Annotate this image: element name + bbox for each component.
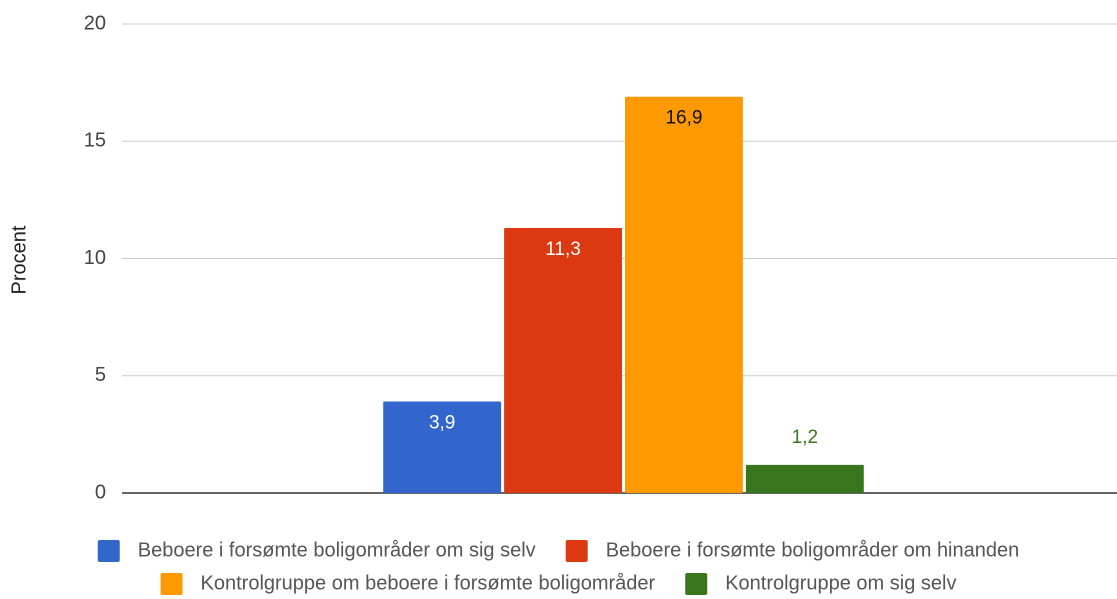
data-label: 3,9 — [429, 413, 455, 434]
data-label: 1,2 — [792, 427, 818, 448]
y-tick-label: 10 — [84, 247, 106, 269]
legend-label: Kontrolgruppe om beboere i forsømte boli… — [201, 572, 656, 594]
legend-swatch — [160, 573, 183, 595]
y-tick-label: 5 — [95, 364, 106, 386]
bar — [504, 228, 622, 493]
y-tick-label: 20 — [84, 12, 106, 34]
data-label: 11,3 — [545, 239, 581, 260]
y-tick-label: 15 — [84, 130, 106, 152]
bar — [625, 96, 743, 493]
legend-label: Kontrolgruppe om sig selv — [725, 572, 956, 594]
bar — [383, 401, 502, 493]
y-axis-label: Procent — [8, 225, 30, 294]
legend-label: Beboere i forsømte boligområder om hinan… — [606, 539, 1020, 561]
legend-swatch — [97, 540, 120, 562]
bar — [745, 464, 864, 493]
data-label: 16,9 — [665, 108, 702, 129]
y-tick-label: 0 — [95, 481, 106, 503]
legend-swatch — [565, 540, 588, 562]
legend-swatch — [685, 573, 708, 595]
legend-label: Beboere i forsømte boligområder om sig s… — [138, 539, 536, 561]
